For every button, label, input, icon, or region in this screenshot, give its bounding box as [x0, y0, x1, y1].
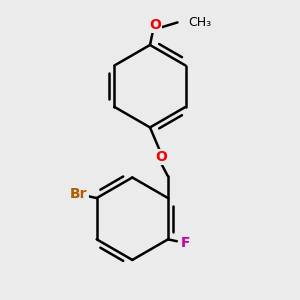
Text: Br: Br — [70, 187, 88, 201]
Text: O: O — [149, 18, 161, 32]
Text: F: F — [181, 236, 190, 250]
Text: O: O — [155, 150, 167, 164]
Text: CH₃: CH₃ — [188, 16, 212, 29]
